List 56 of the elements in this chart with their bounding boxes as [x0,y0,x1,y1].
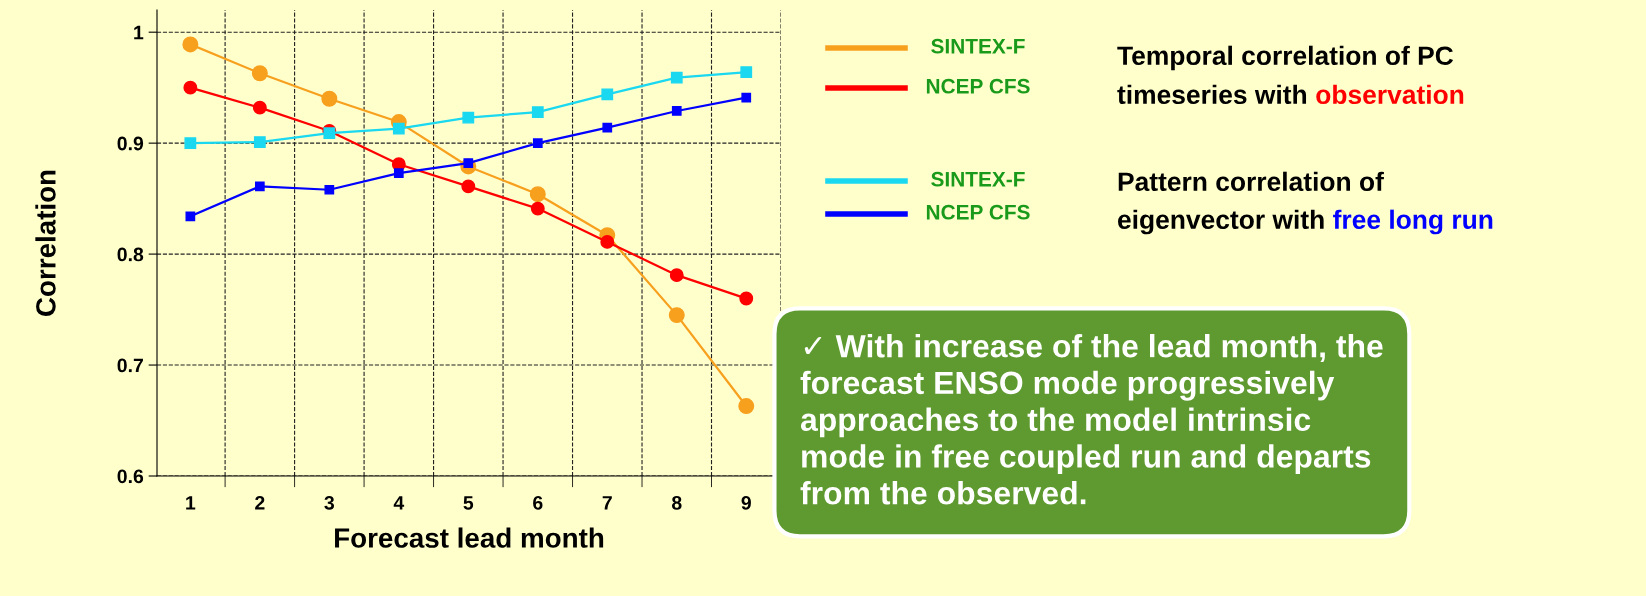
point [252,100,267,115]
x-tick-label: 2 [255,495,265,510]
point [670,71,683,84]
text: eigenvector with [1118,209,1324,235]
point [253,136,266,148]
point [530,201,545,216]
point [739,291,754,306]
point [392,122,405,135]
point [741,92,752,103]
point [254,181,265,192]
legend-label: NCEP CFS [926,78,1030,94]
point [529,186,546,203]
point [251,65,268,82]
text: timeseries with [1117,84,1307,105]
text: Pattern correlation of [1118,171,1384,192]
y-tick-label: 0.6 [117,469,144,484]
point [182,36,199,53]
point [669,268,684,283]
point [462,111,475,124]
point [185,211,196,222]
x-tick-label: 6 [533,495,543,510]
text: free long run [1333,209,1493,235]
legend-label: SINTEX-F [931,171,1025,187]
point [324,184,335,195]
point [600,234,615,249]
point [184,137,197,150]
x-tick-label: 5 [463,496,474,510]
point [601,88,614,101]
x-tick-label: 1 [186,496,196,510]
legend-label: NCEP CFS [926,204,1030,220]
point [738,398,755,415]
point [183,80,198,95]
point [321,90,338,107]
y-axis-title: Correlation [35,170,56,316]
y-tick-label: 0.7 [117,358,143,373]
point [602,122,613,133]
text: Temporal correlation of PC [1117,45,1454,71]
text: observation [1316,84,1464,105]
point [531,106,544,118]
point [393,168,404,178]
y-tick-label: 0.8 [117,247,144,262]
x-tick-label: 8 [671,495,682,510]
x-tick-label: 3 [324,495,335,510]
point [668,307,685,324]
legend-label: SINTEX-F [931,38,1025,54]
point [461,179,476,194]
x-axis-title: Forecast lead month [335,527,604,548]
text: ✓ With increase of the lead month, the forecast ENSO mode progressively approaches to the model intrinsic mode in free coupled run and departs from the observed. [800,334,1383,505]
x-tick-label: 7 [602,496,612,510]
point [532,138,543,149]
point [740,66,753,79]
x-tick-label: 4 [393,496,405,510]
x-tick-label: 9 [741,495,751,510]
point [671,106,682,116]
y-tick-label: 0.9 [117,136,144,151]
y-tick-label: 1 [134,25,144,40]
